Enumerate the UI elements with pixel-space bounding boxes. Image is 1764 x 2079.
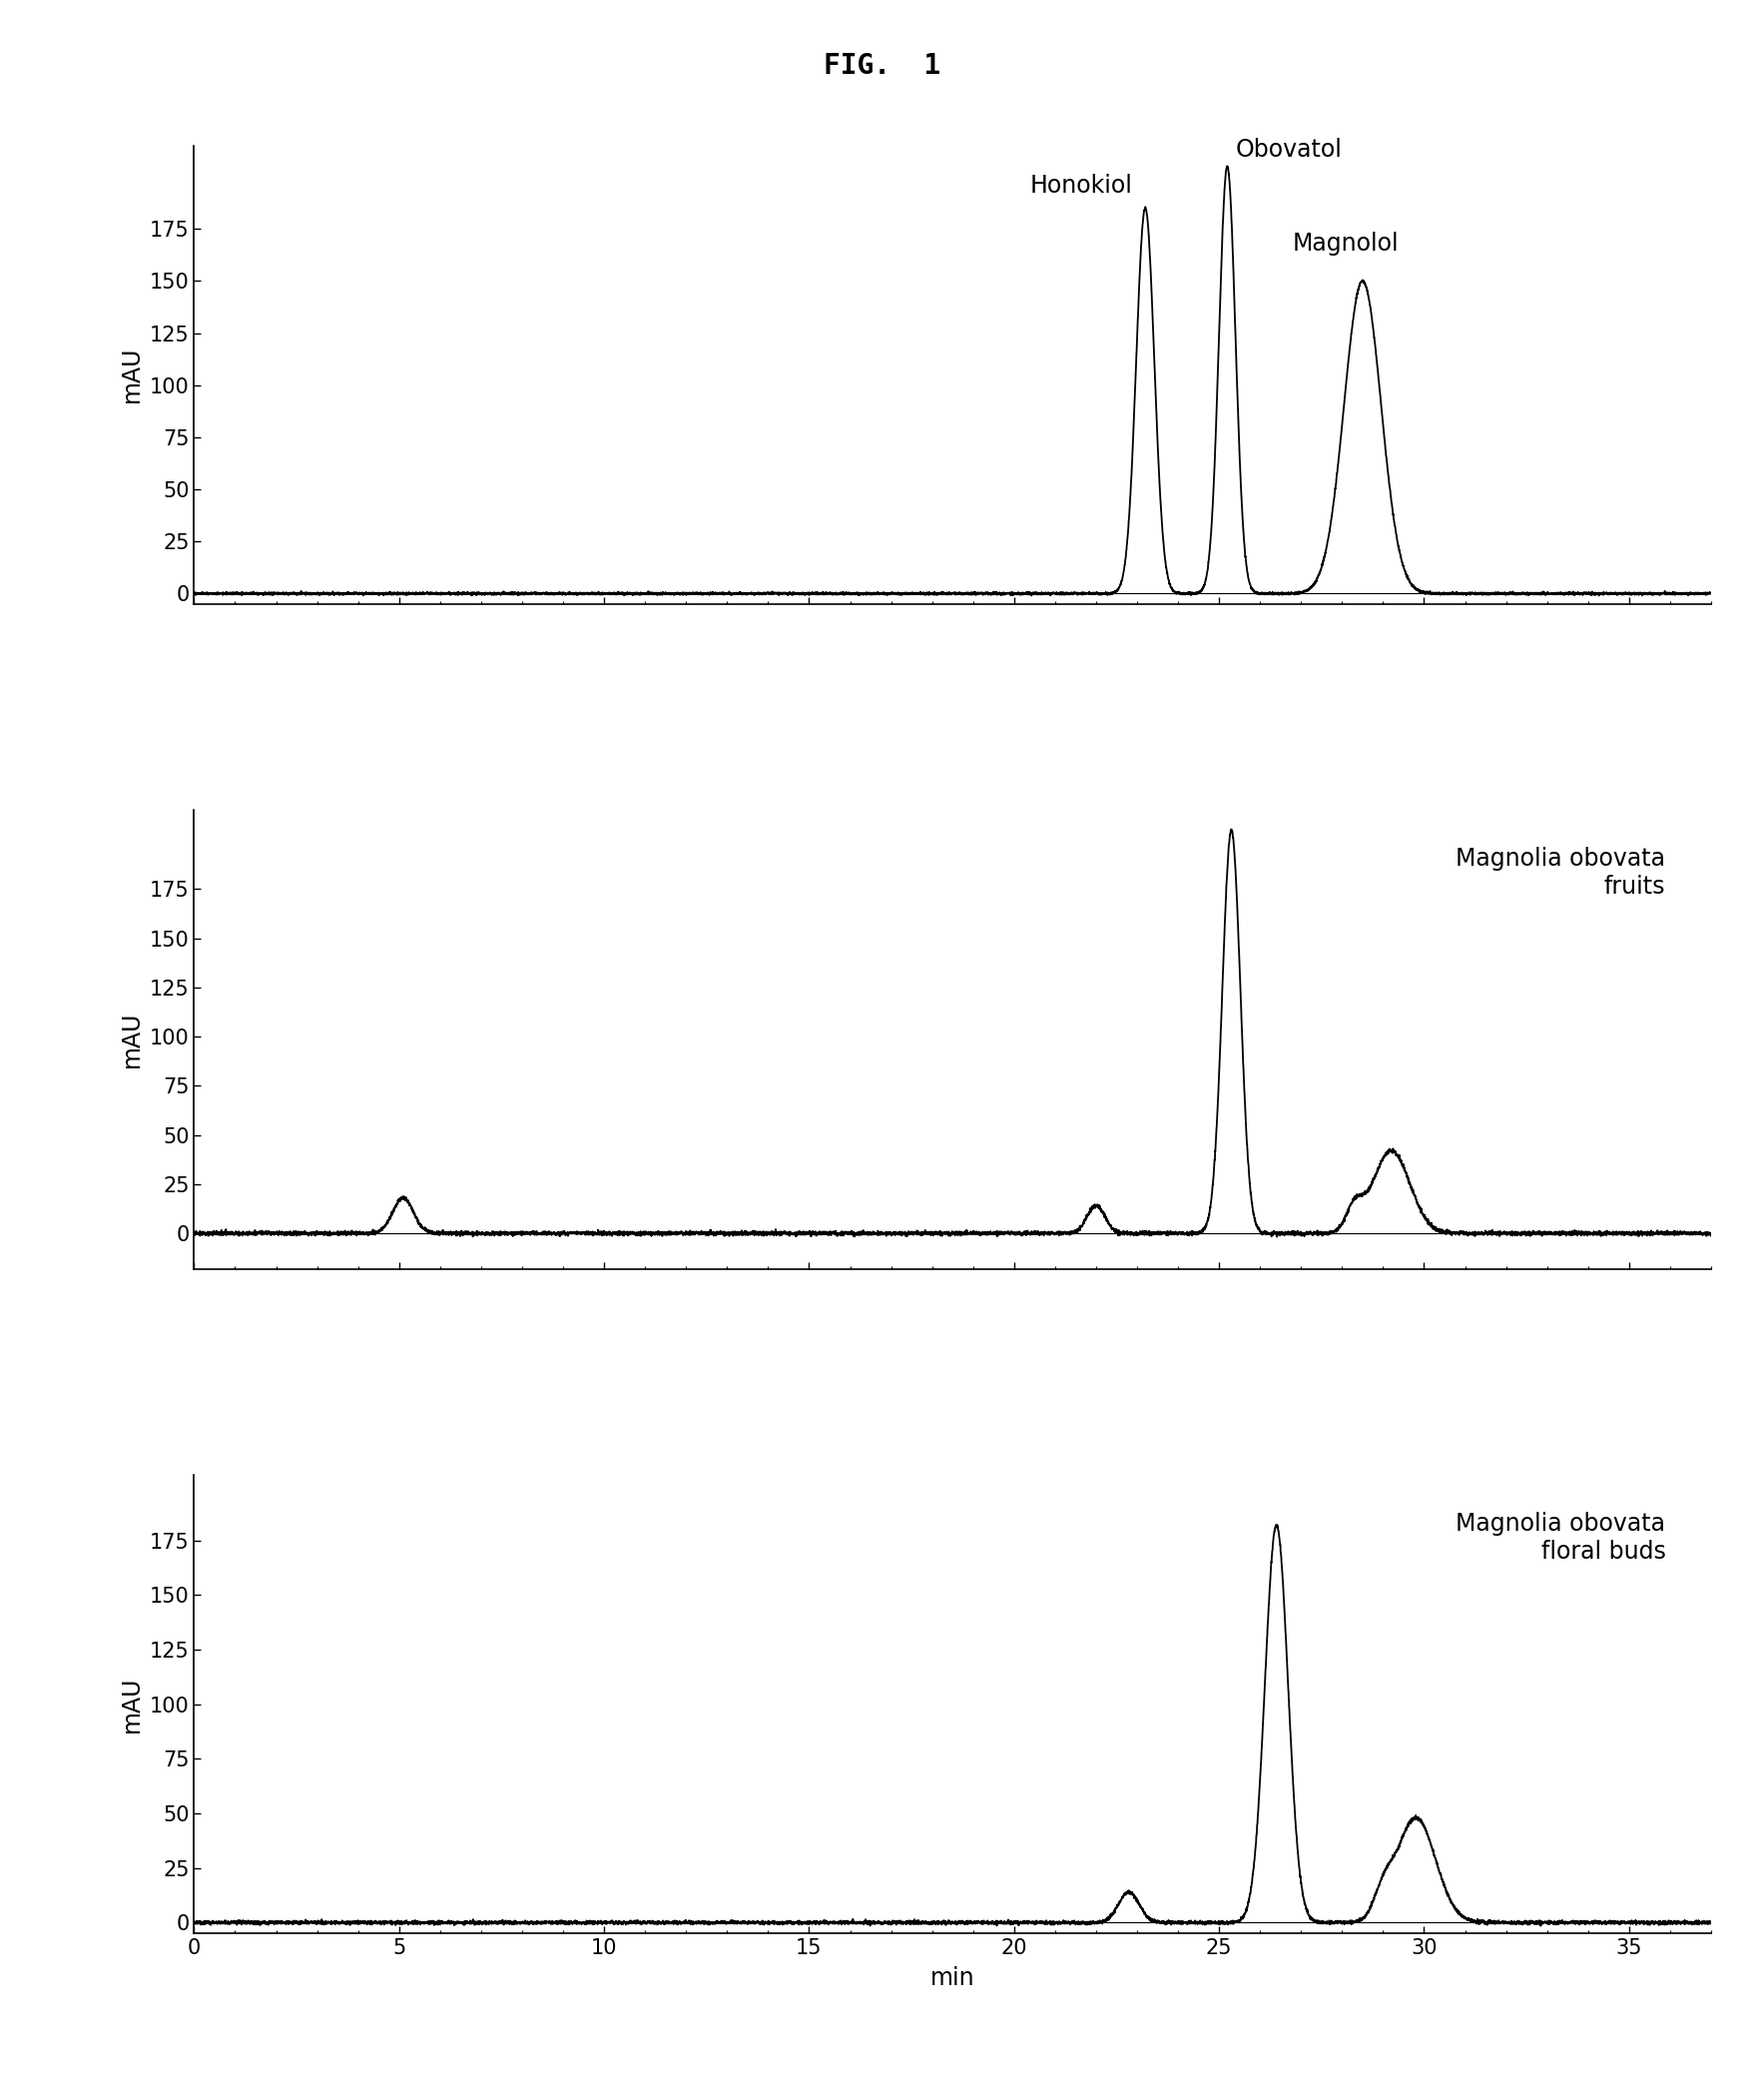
Text: FIG.  1: FIG. 1 xyxy=(824,52,940,79)
Text: Magnolol: Magnolol xyxy=(1293,233,1399,256)
Text: Honokiol: Honokiol xyxy=(1030,175,1132,198)
Text: Magnolia obovata
fruits: Magnolia obovata fruits xyxy=(1455,846,1665,898)
Text: Magnolia obovata
floral buds: Magnolia obovata floral buds xyxy=(1455,1511,1665,1563)
Y-axis label: mAU: mAU xyxy=(120,1010,145,1069)
X-axis label: min: min xyxy=(930,1967,975,1990)
Y-axis label: mAU: mAU xyxy=(120,1676,145,1732)
Y-axis label: mAU: mAU xyxy=(120,347,145,403)
Text: Obovatol: Obovatol xyxy=(1235,137,1342,162)
